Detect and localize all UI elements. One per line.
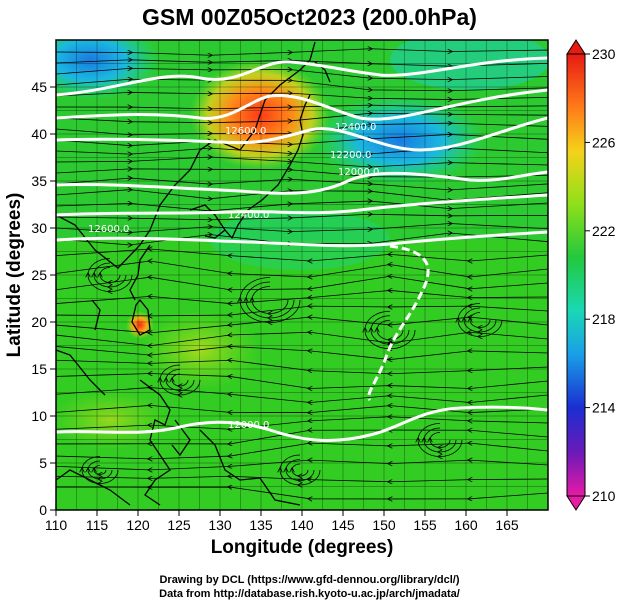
x-tick-label: 150 xyxy=(372,517,396,533)
x-tick-label: 165 xyxy=(495,517,519,533)
contour-label: 12600.0 xyxy=(88,224,129,235)
x-tick-label: 160 xyxy=(454,517,478,533)
colorbar-tick-label: 222 xyxy=(592,223,616,239)
y-tick-label: 20 xyxy=(31,314,47,330)
streamline xyxy=(94,465,107,475)
x-tick-label: 135 xyxy=(249,517,273,533)
y-tick-label: 45 xyxy=(31,79,47,95)
contour-label: 12600.0 xyxy=(225,126,266,137)
y-tick-label: 35 xyxy=(31,173,47,189)
streamline xyxy=(56,487,548,499)
streamline xyxy=(56,290,548,303)
height-contours xyxy=(56,56,548,442)
contour-label: 12000.0 xyxy=(338,167,379,178)
y-tick-label: 0 xyxy=(39,502,47,518)
streamline xyxy=(56,388,548,403)
streamline xyxy=(252,286,289,314)
x-tick-label: 145 xyxy=(331,517,355,533)
contour-label: 12400.0 xyxy=(228,210,269,221)
streamline xyxy=(56,157,548,167)
streamline xyxy=(56,460,548,470)
colorbar-tick-label: 218 xyxy=(592,311,616,327)
streamline xyxy=(56,476,548,482)
streamline xyxy=(56,214,548,220)
colorbar-top-triangle xyxy=(566,39,586,55)
x-tick-label: 155 xyxy=(413,517,437,533)
streamlines xyxy=(56,49,548,499)
x-tick-label: 115 xyxy=(86,517,109,533)
colorbar-tick-label: 210 xyxy=(592,488,616,504)
x-axis: 110 115 120 125 130 135 140 145 150 155 160 165 xyxy=(45,510,519,533)
x-tick-label: 120 xyxy=(126,517,150,533)
contour-label: 12200.0 xyxy=(330,150,371,161)
colorbar: 230 226 222 218 214 210 xyxy=(566,39,616,511)
y-tick-label: 40 xyxy=(31,126,47,142)
streamline xyxy=(56,346,548,359)
x-tick-label: 130 xyxy=(208,517,232,533)
y-tick-label: 30 xyxy=(31,220,47,236)
y-tick-label: 15 xyxy=(31,361,47,377)
streamline xyxy=(172,373,189,386)
y-tick-label: 5 xyxy=(39,455,47,471)
y-axis: 0 5 10 15 20 25 30 35 40 45 xyxy=(31,79,56,518)
contour-labels: 12600.0 12400.0 12200.0 12000.0 12400.0 … xyxy=(88,122,379,431)
streamline xyxy=(430,432,451,448)
credit-drawing: Drawing by DCL (https://www.gfd-dennou.o… xyxy=(159,574,460,586)
colorbar-bottom-triangle xyxy=(566,495,586,511)
x-axis-title: Longitude (degrees) xyxy=(211,537,394,558)
y-axis-title: Latitude (degrees) xyxy=(4,193,25,358)
streamline xyxy=(377,319,404,340)
streamline xyxy=(470,312,491,328)
streamline xyxy=(56,49,548,56)
y-tick-label: 25 xyxy=(31,267,47,283)
contour-label: 12400.0 xyxy=(335,122,376,133)
contour-label: 12000.0 xyxy=(228,420,269,431)
y-tick-label: 10 xyxy=(31,408,47,424)
credit-data: Data from http://database.rish.kyoto-u.a… xyxy=(159,588,460,600)
colorbar-tick-label: 214 xyxy=(592,400,616,416)
x-tick-label: 140 xyxy=(290,517,314,533)
streamline xyxy=(56,360,548,374)
map-figure: 12600.0 12400.0 12200.0 12000.0 12400.0 … xyxy=(4,39,616,558)
map-title: GSM 00Z05Oct2023 (200.0hPa) xyxy=(142,4,477,30)
streamline xyxy=(100,267,121,283)
streamline xyxy=(56,92,548,99)
colorbar-tick-label: 230 xyxy=(592,46,616,62)
streamline xyxy=(56,405,548,412)
colorbar-scale xyxy=(566,53,586,497)
x-tick-label: 125 xyxy=(167,517,191,533)
streamline xyxy=(292,463,309,476)
streamline xyxy=(56,417,548,430)
streamline xyxy=(88,460,113,479)
colorbar-tick-label: 226 xyxy=(592,134,616,150)
x-tick-label: 110 xyxy=(45,517,68,533)
streamline xyxy=(56,201,548,211)
